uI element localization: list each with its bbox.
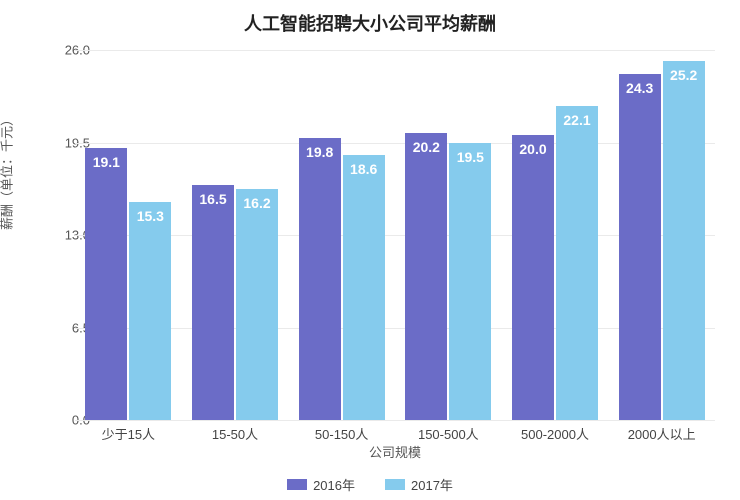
- x-tick-label: 150-500人: [418, 424, 479, 443]
- bar-value-label: 20.0: [512, 141, 554, 157]
- bar: 24.3: [619, 74, 661, 420]
- bar-value-label: 24.3: [619, 80, 661, 96]
- x-tick-label: 500-2000人: [521, 424, 589, 443]
- x-tick-label: 15-50人: [212, 424, 258, 443]
- bar-value-label: 22.1: [556, 112, 598, 128]
- bar-value-label: 15.3: [129, 208, 171, 224]
- legend-label: 2017年: [411, 475, 453, 494]
- bar: 16.5: [192, 185, 234, 420]
- gridline: [75, 420, 715, 421]
- legend: 2016年 2017年: [0, 475, 740, 494]
- chart-container: 人工智能招聘大小公司平均薪酬 薪酬（单位：千元） 0.06.513.019.52…: [0, 0, 740, 500]
- bar-value-label: 19.5: [449, 149, 491, 165]
- bar: 25.2: [663, 61, 705, 420]
- legend-label: 2016年: [313, 475, 355, 494]
- legend-swatch: [385, 479, 405, 490]
- bar: 22.1: [556, 106, 598, 421]
- bar-value-label: 16.2: [236, 195, 278, 211]
- x-tick-label: 50-150人: [315, 424, 368, 443]
- bar: 20.2: [405, 133, 447, 420]
- legend-item: 2017年: [385, 475, 453, 494]
- bar-value-label: 19.8: [299, 144, 341, 160]
- bar: 20.0: [512, 135, 554, 420]
- bar: 19.5: [449, 143, 491, 421]
- x-axis-title: 公司规模: [75, 442, 715, 461]
- bar-value-label: 20.2: [405, 139, 447, 155]
- bar: 19.1: [85, 148, 127, 420]
- legend-item: 2016年: [287, 475, 355, 494]
- plot-area: 19.1 15.3 16.516.2 19.818.6 20.219.5 20.022.1…: [75, 50, 715, 420]
- legend-swatch: [287, 479, 307, 490]
- bar: 19.8: [299, 138, 341, 420]
- bar-value-label: 16.5: [192, 191, 234, 207]
- bar-value-label: 19.1: [85, 154, 127, 170]
- x-tick-label: 少于15人: [102, 424, 155, 443]
- bar-value-label: 25.2: [663, 67, 705, 83]
- chart-title: 人工智能招聘大小公司平均薪酬: [0, 0, 740, 36]
- bar: 15.3: [129, 202, 171, 420]
- bar: 18.6: [343, 155, 385, 420]
- y-axis-title: 薪酬（单位：千元）: [0, 113, 16, 230]
- bars-layer: 19.1 15.3 16.516.2 19.818.6 20.219.5 20.022.1…: [75, 50, 715, 420]
- x-tick-label: 2000人以上: [628, 424, 696, 443]
- bar-value-label: 18.6: [343, 161, 385, 177]
- bar: 16.2: [236, 189, 278, 420]
